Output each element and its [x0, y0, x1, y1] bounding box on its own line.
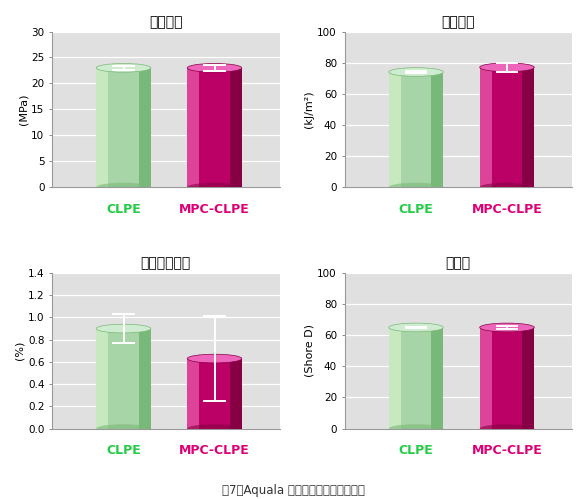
Y-axis label: (kJ/m²): (kJ/m²): [305, 90, 315, 128]
Bar: [431, 72, 443, 187]
Ellipse shape: [480, 323, 534, 332]
Ellipse shape: [389, 323, 443, 332]
Title: 衝撃強度: 衝撃強度: [441, 15, 475, 29]
Bar: [108, 328, 151, 429]
Ellipse shape: [480, 424, 534, 433]
Bar: [199, 359, 242, 429]
Bar: [389, 72, 401, 187]
Ellipse shape: [389, 424, 443, 433]
Bar: [108, 68, 151, 187]
Ellipse shape: [187, 183, 242, 192]
Bar: [389, 327, 401, 429]
Text: MPC-CLPE: MPC-CLPE: [179, 444, 250, 457]
Bar: [401, 327, 443, 429]
Bar: [230, 359, 242, 429]
Bar: [522, 327, 534, 429]
Y-axis label: (%): (%): [15, 341, 25, 360]
Ellipse shape: [480, 183, 534, 192]
Bar: [401, 72, 443, 187]
Bar: [230, 68, 242, 187]
Y-axis label: (Shore D): (Shore D): [305, 324, 315, 377]
Text: MPC-CLPE: MPC-CLPE: [179, 203, 250, 216]
Title: クリープ変形: クリープ変形: [141, 256, 191, 270]
Text: MPC-CLPE: MPC-CLPE: [471, 203, 542, 216]
Ellipse shape: [96, 324, 151, 333]
Bar: [139, 68, 151, 187]
Ellipse shape: [389, 183, 443, 192]
Ellipse shape: [389, 68, 443, 76]
Ellipse shape: [96, 63, 151, 72]
Ellipse shape: [187, 63, 242, 72]
Text: CLPE: CLPE: [106, 203, 141, 216]
Bar: [480, 327, 492, 429]
Text: CLPE: CLPE: [399, 444, 433, 457]
Ellipse shape: [96, 424, 151, 433]
Bar: [431, 327, 443, 429]
Bar: [480, 67, 492, 187]
Title: 确　度: 确 度: [446, 256, 471, 270]
Text: MPC-CLPE: MPC-CLPE: [471, 444, 542, 457]
Text: CLPE: CLPE: [399, 203, 433, 216]
Ellipse shape: [96, 183, 151, 192]
Bar: [492, 67, 534, 187]
Bar: [492, 327, 534, 429]
Bar: [522, 67, 534, 187]
Bar: [96, 328, 108, 429]
Ellipse shape: [480, 63, 534, 72]
Bar: [187, 68, 199, 187]
Y-axis label: (MPa): (MPa): [18, 94, 28, 125]
Bar: [199, 68, 242, 187]
Text: CLPE: CLPE: [106, 444, 141, 457]
Bar: [139, 328, 151, 429]
Text: 噹7．Aquala による機械的特性の変化: 噹7．Aquala による機械的特性の変化: [222, 484, 365, 497]
Bar: [187, 359, 199, 429]
Ellipse shape: [187, 424, 242, 433]
Ellipse shape: [187, 354, 242, 363]
Bar: [96, 68, 108, 187]
Title: 降伏強度: 降伏強度: [149, 15, 183, 29]
